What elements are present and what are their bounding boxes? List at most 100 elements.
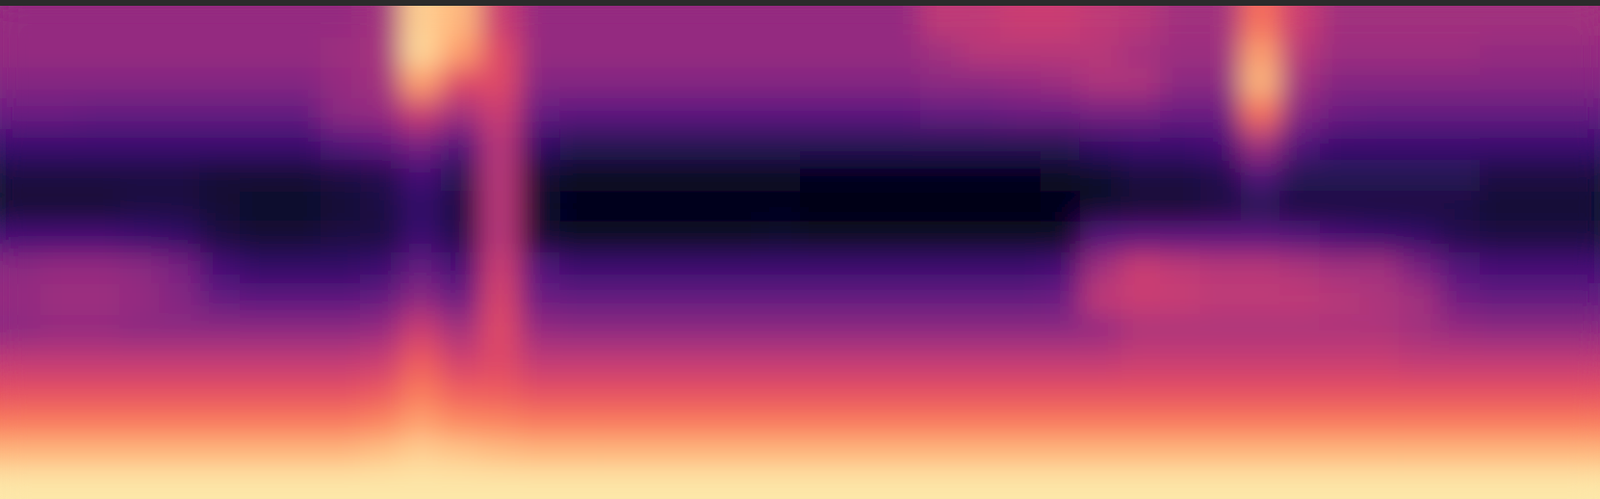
heatmap-cell: [1440, 313, 1481, 346]
heatmap-cell: [599, 5, 641, 38]
heatmap-cell: [1440, 375, 1481, 408]
heatmap-cell: [840, 406, 881, 439]
heatmap-cell: [1520, 375, 1561, 408]
heatmap-cell: [79, 36, 121, 69]
heatmap-cell: [79, 406, 121, 439]
heatmap-cell: [1520, 5, 1561, 38]
heatmap-cell: [679, 313, 721, 346]
heatmap-cell: [0, 375, 41, 408]
heatmap-cell: [599, 221, 641, 254]
heatmap-cell: [1119, 406, 1161, 439]
heatmap-cell: [1319, 129, 1361, 161]
heatmap-cell: [1280, 467, 1321, 499]
heatmap-cell: [920, 190, 961, 223]
heatmap-cell: [1520, 221, 1561, 254]
heatmap-cell: [1440, 98, 1481, 130]
heatmap-cell: [1360, 313, 1401, 346]
heatmap-cell: [400, 313, 441, 346]
heatmap-cell: [1559, 5, 1600, 38]
heatmap-cell: [599, 437, 641, 469]
heatmap-cell: [120, 375, 161, 408]
heatmap-cell: [959, 406, 1001, 439]
heatmap-cell: [840, 344, 881, 377]
heatmap-cell: [239, 283, 281, 315]
heatmap-cell: [759, 406, 800, 439]
heatmap-cell: [759, 375, 800, 408]
heatmap-cell: [720, 5, 761, 38]
heatmap-cell: [1360, 375, 1401, 408]
heatmap-cell: [920, 159, 961, 192]
heatmap-cell: [1119, 252, 1161, 284]
heatmap-cell: [800, 98, 841, 130]
heatmap-cell: [239, 252, 281, 284]
heatmap-cell: [560, 159, 601, 192]
heatmap-cell: [400, 283, 441, 315]
heatmap-cell: [319, 5, 361, 38]
heatmap-cell: [439, 67, 481, 100]
heatmap-cell: [239, 129, 281, 161]
heatmap-cell: [200, 467, 241, 499]
heatmap-cell: [840, 159, 881, 192]
heatmap-cell: [920, 129, 961, 161]
heatmap-cell: [640, 221, 681, 254]
heatmap-cell: [1200, 67, 1241, 100]
heatmap-cell: [120, 283, 161, 315]
heatmap-cell: [1360, 5, 1401, 38]
heatmap-cell: [1239, 67, 1281, 100]
heatmap-cell: [1319, 344, 1361, 377]
heatmap-cell: [1200, 437, 1241, 469]
heatmap-cell: [720, 406, 761, 439]
heatmap-cell: [1520, 252, 1561, 284]
heatmap-cell: [159, 313, 201, 346]
heatmap-cell: [159, 252, 201, 284]
heatmap-cell: [40, 467, 81, 499]
heatmap-cell: [840, 437, 881, 469]
heatmap-cell: [1200, 159, 1241, 192]
heatmap-cell: [840, 313, 881, 346]
heatmap-cell: [120, 313, 161, 346]
heatmap-cell: [1280, 190, 1321, 223]
heatmap-cell: [1360, 67, 1401, 100]
heatmap-cell: [879, 406, 921, 439]
heatmap-cell: [1479, 98, 1521, 130]
heatmap-cell: [360, 98, 401, 130]
heatmap-cell: [1440, 67, 1481, 100]
heatmap-cell: [1520, 190, 1561, 223]
heatmap-cell: [920, 221, 961, 254]
heatmap-cell: [319, 406, 361, 439]
heatmap-cell: [159, 437, 201, 469]
heatmap-cell: [280, 129, 321, 161]
heatmap-cell: [1319, 283, 1361, 315]
heatmap-cell: [1360, 406, 1401, 439]
heatmap-cell: [360, 36, 401, 69]
heatmap-cell: [759, 221, 800, 254]
heatmap-cell: [1319, 190, 1361, 223]
heatmap-cell: [40, 252, 81, 284]
heatmap-cell: [1200, 406, 1241, 439]
heatmap-cell: [759, 190, 800, 223]
heatmap-cell: [239, 190, 281, 223]
heatmap-cell: [759, 98, 800, 130]
heatmap-cell: [1200, 252, 1241, 284]
heatmap-cell: [1080, 406, 1121, 439]
heatmap-cell: [1360, 344, 1401, 377]
heatmap-cell: [1399, 221, 1441, 254]
heatmap-cell: [400, 36, 441, 69]
heatmap-cell: [879, 98, 921, 130]
heatmap-cell: [959, 98, 1001, 130]
heatmap-cell: [959, 252, 1001, 284]
heatmap-cell: [1440, 283, 1481, 315]
heatmap-cell: [759, 129, 800, 161]
heatmap-cell: [679, 283, 721, 315]
heatmap-cell: [1479, 159, 1521, 192]
heatmap-cell: [800, 159, 841, 192]
heatmap-cell: [1559, 36, 1600, 69]
heatmap-cell: [759, 283, 800, 315]
heatmap-cell: [1559, 67, 1600, 100]
heatmap-cell: [1080, 67, 1121, 100]
heatmap-cell: [200, 5, 241, 38]
heatmap-cell: [599, 467, 641, 499]
heatmap-cell: [1160, 437, 1201, 469]
heatmap-cell: [759, 159, 800, 192]
heatmap-cell: [879, 129, 921, 161]
